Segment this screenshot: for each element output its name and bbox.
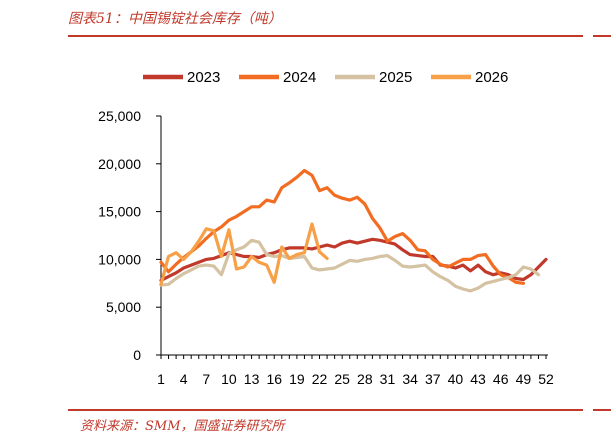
y-tick-label: 0 — [133, 347, 141, 363]
x-tick-label: 25 — [334, 371, 350, 387]
x-tick-label: 31 — [380, 371, 396, 387]
y-tick-label: 5,000 — [106, 299, 141, 315]
x-tick-label: 7 — [202, 371, 210, 387]
series-line-2023 — [159, 237, 548, 282]
x-tick-label: 37 — [425, 371, 441, 387]
x-tick-label: 19 — [289, 371, 305, 387]
x-tick-label: 16 — [266, 371, 282, 387]
x-tick-label: 52 — [538, 371, 554, 387]
legend-label-2023: 2023 — [187, 69, 220, 86]
figure-title: 图表51：中国锡锭社会库存（吨） — [68, 11, 282, 27]
x-tick-label: 4 — [180, 371, 188, 387]
x-tick-label: 43 — [470, 371, 486, 387]
series-line-2025 — [159, 238, 541, 293]
bottom-divider-tail — [593, 409, 611, 411]
x-tick-label: 10 — [221, 371, 237, 387]
y-tick-label: 15,000 — [98, 204, 141, 220]
legend-label-2025: 2025 — [379, 69, 412, 86]
x-tick-label: 49 — [516, 371, 532, 387]
x-tick-label: 40 — [448, 371, 464, 387]
x-tick-label: 13 — [244, 371, 260, 387]
x-tick-label: 22 — [312, 371, 328, 387]
bottom-divider — [68, 409, 583, 411]
top-divider — [68, 35, 583, 37]
legend-label-2024: 2024 — [283, 69, 316, 86]
x-tick-label: 46 — [493, 371, 509, 387]
y-tick-label: 10,000 — [98, 251, 141, 267]
series-line-2024 — [159, 168, 526, 285]
source-note: 资料来源：SMM，国盛证券研究所 — [80, 419, 285, 434]
y-tick-label: 25,000 — [98, 108, 141, 124]
x-tick-label: 1 — [157, 371, 165, 387]
top-divider-tail — [593, 35, 611, 37]
x-tick-label: 34 — [402, 371, 418, 387]
legend-label-2026: 2026 — [475, 69, 508, 86]
series-line-2026 — [159, 222, 329, 286]
y-tick-label: 20,000 — [98, 156, 141, 172]
x-tick-label: 28 — [357, 371, 373, 387]
